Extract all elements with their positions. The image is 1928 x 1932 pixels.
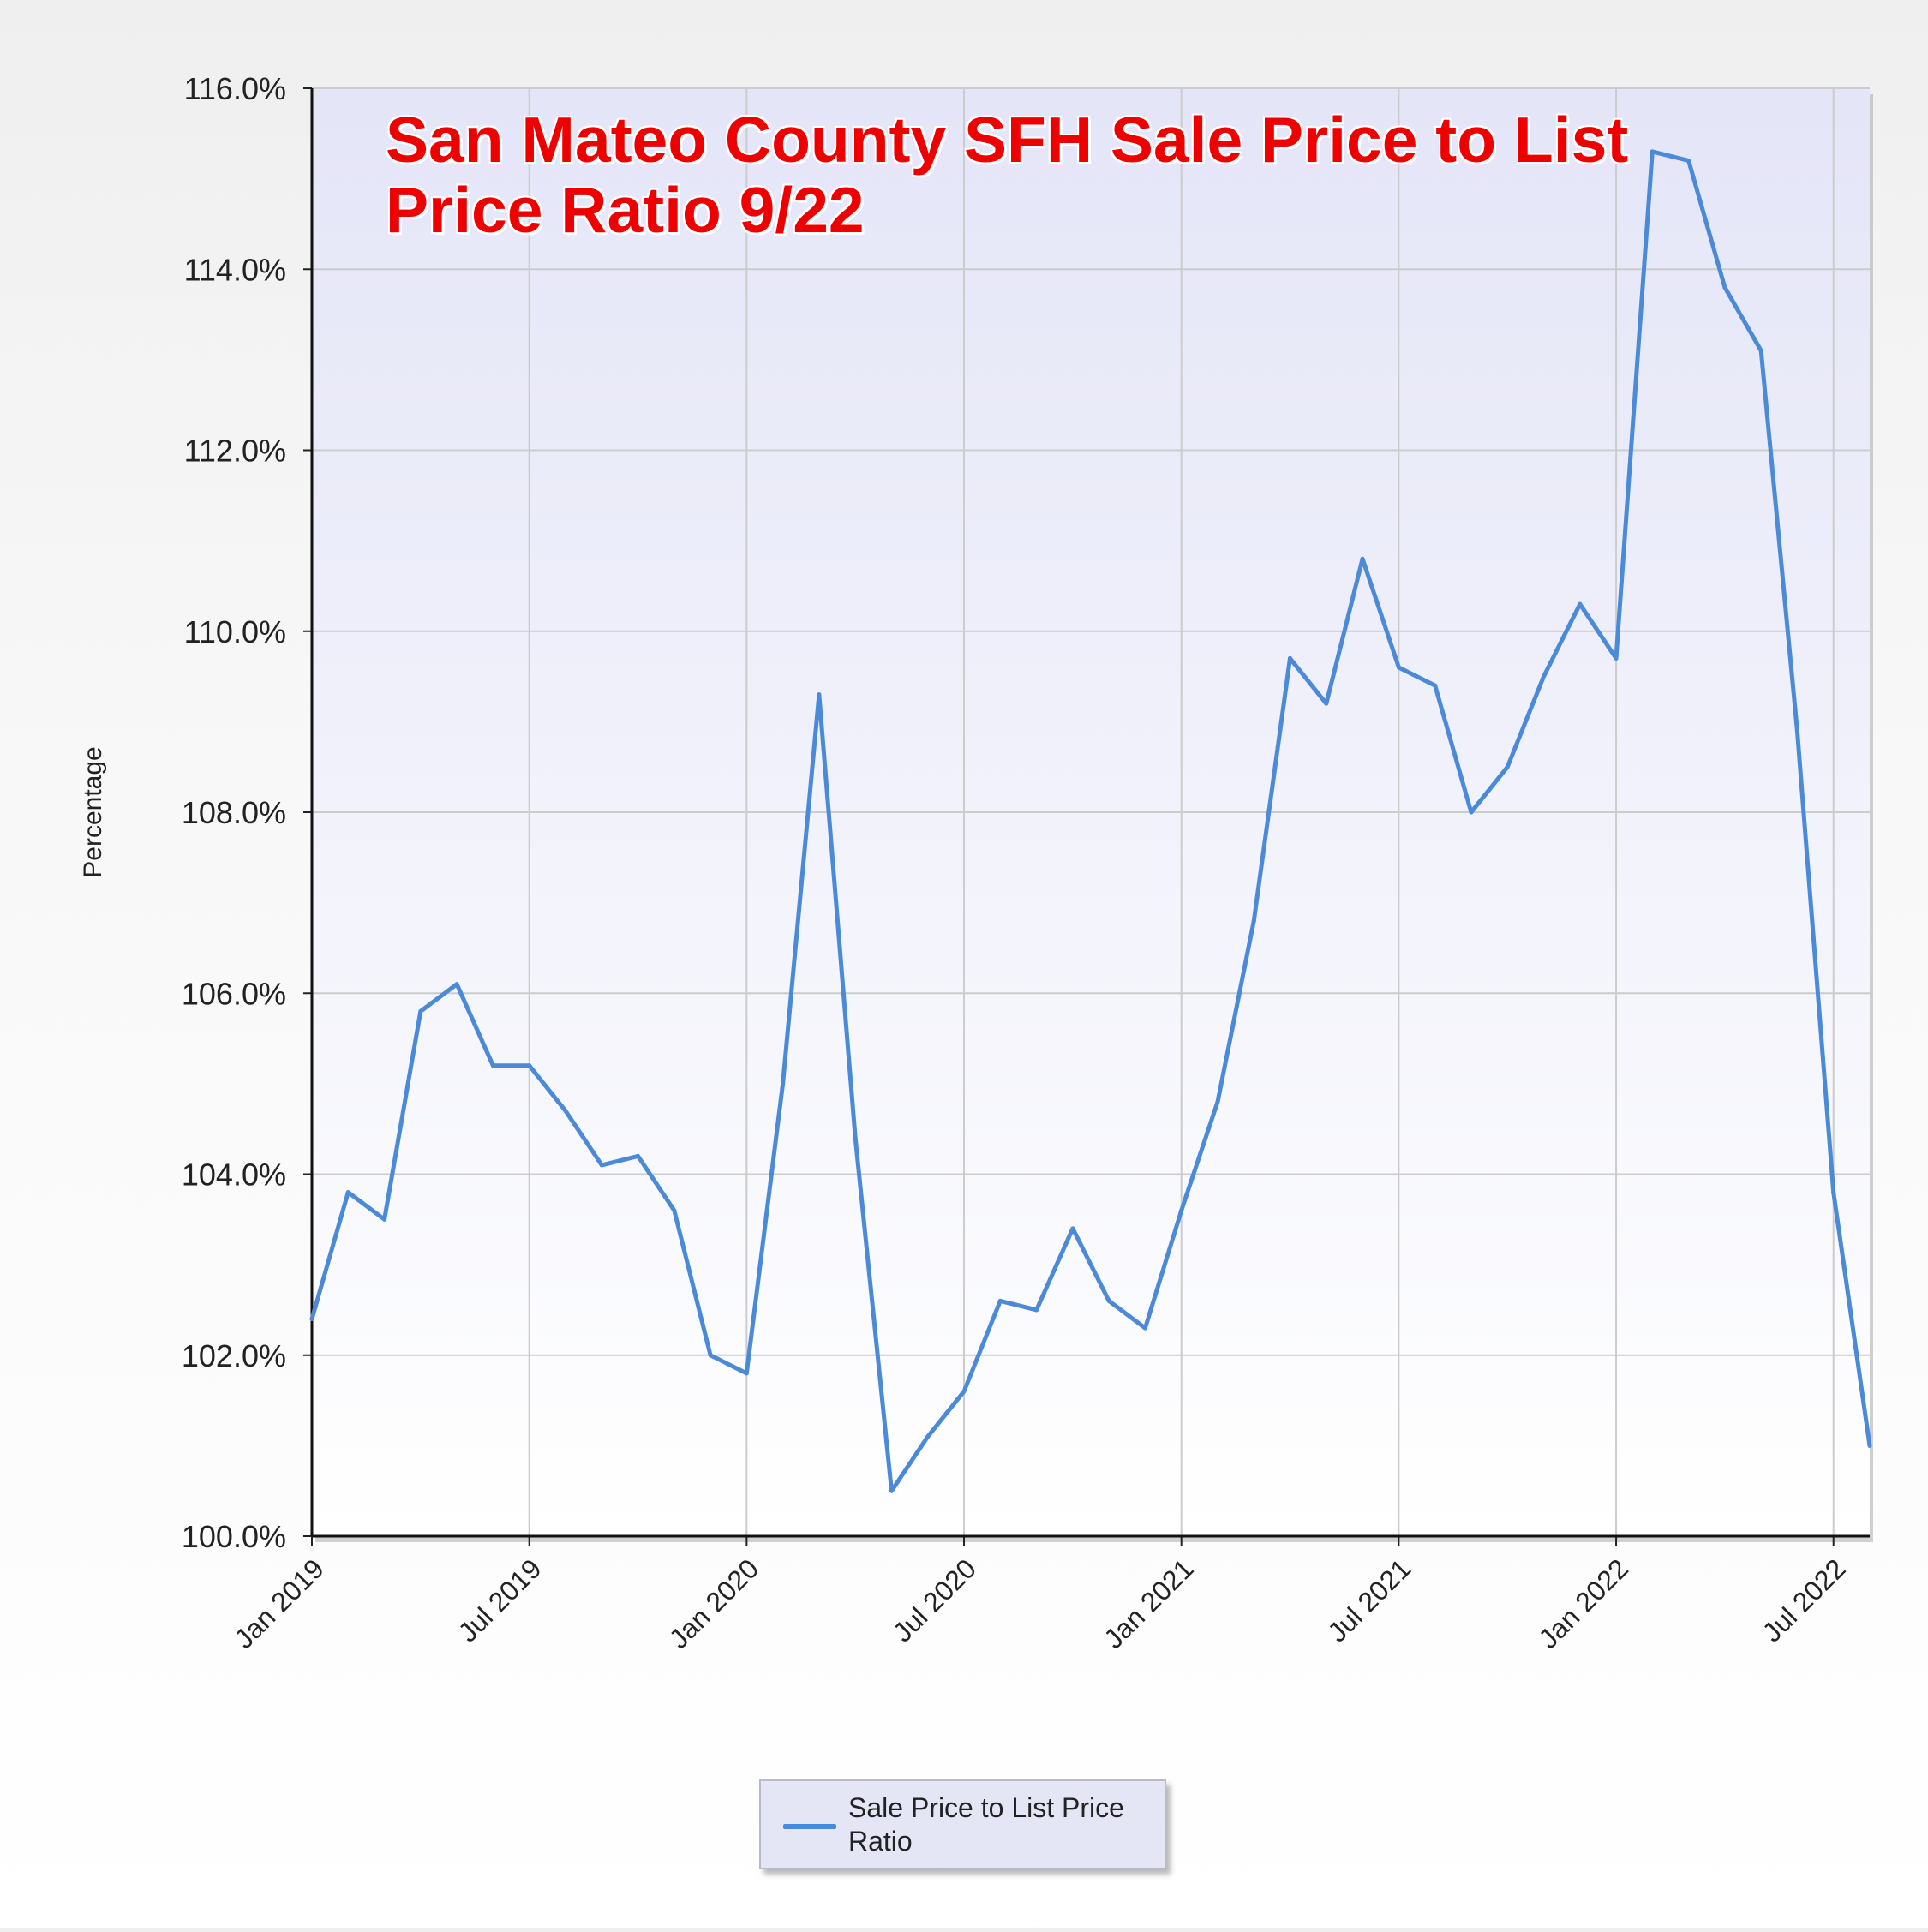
data-point [1360, 556, 1365, 561]
data-point [1758, 348, 1763, 353]
data-point [454, 982, 459, 987]
data-point [925, 1434, 931, 1439]
data-point [708, 1353, 713, 1358]
legend-label: Sale Price to List Price Ratio [848, 1792, 1124, 1857]
y-tick-label: 110.0% [184, 614, 286, 649]
series-layer [309, 149, 1872, 1493]
data-point [1251, 918, 1256, 924]
legend-swatch [783, 1824, 836, 1829]
y-axis-label: Percentage [79, 746, 107, 877]
data-point [997, 1298, 1003, 1303]
y-tick-label: 116.0% [184, 71, 286, 106]
x-tick-label: Jul 2022 [1757, 1552, 1852, 1648]
y-tick-label: 102.0% [182, 1338, 286, 1373]
y-tick-label: 106.0% [182, 976, 286, 1011]
data-point [1179, 1208, 1184, 1213]
data-point [1106, 1298, 1111, 1303]
x-tick-label: Jan 2022 [1532, 1552, 1634, 1654]
series-line [309, 149, 1872, 1493]
data-point [1867, 1443, 1872, 1448]
y-tick-label: 114.0% [184, 252, 286, 287]
data-point [1542, 674, 1546, 679]
data-point [1142, 1325, 1147, 1331]
data-point [853, 1135, 858, 1140]
y-tick-label: 112.0% [184, 434, 286, 469]
x-tick-label: Jan 2020 [663, 1552, 765, 1654]
data-point [527, 1063, 532, 1068]
data-point [636, 1153, 640, 1158]
data-point [1722, 284, 1727, 290]
x-tick-label: Jul 2020 [887, 1552, 982, 1648]
data-point [382, 1217, 387, 1222]
data-point [309, 1317, 314, 1321]
data-point [1650, 149, 1655, 154]
data-point [781, 1081, 786, 1086]
axes [303, 87, 1870, 1546]
data-point [1578, 601, 1583, 607]
data-point [889, 1488, 894, 1493]
data-point [599, 1163, 604, 1168]
data-point [1831, 1190, 1836, 1195]
grid-lines [311, 87, 1870, 1537]
data-point [1614, 655, 1619, 661]
x-tick-label: Jan 2019 [228, 1552, 330, 1654]
data-point [744, 1371, 749, 1376]
y-tick-label: 104.0% [182, 1157, 286, 1193]
data-point [1215, 1099, 1220, 1104]
data-point [563, 1109, 568, 1114]
data-point [1324, 701, 1329, 706]
data-point [1794, 728, 1799, 733]
data-point [672, 1208, 677, 1213]
chart-title: San Mateo County SFH Sale Price to List … [386, 104, 1629, 246]
data-point [490, 1063, 495, 1068]
x-tick-label: Jul 2019 [452, 1552, 548, 1648]
data-point [1396, 665, 1401, 670]
x-tick-label: Jul 2021 [1321, 1552, 1416, 1648]
data-point [1469, 810, 1474, 815]
data-point [961, 1389, 967, 1394]
data-point [1070, 1226, 1075, 1231]
data-point [817, 692, 822, 697]
data-point [1034, 1307, 1039, 1313]
y-tick-label: 100.0% [182, 1519, 286, 1554]
x-tick-label: Jan 2021 [1098, 1552, 1200, 1654]
y-tick-label: 108.0% [182, 795, 286, 830]
legend: Sale Price to List Price Ratio [759, 1779, 1166, 1869]
data-point [1686, 159, 1691, 163]
data-point [1433, 683, 1438, 688]
data-point [345, 1190, 350, 1195]
data-point [1505, 764, 1510, 769]
data-point [1288, 655, 1292, 661]
data-point [418, 1008, 423, 1014]
